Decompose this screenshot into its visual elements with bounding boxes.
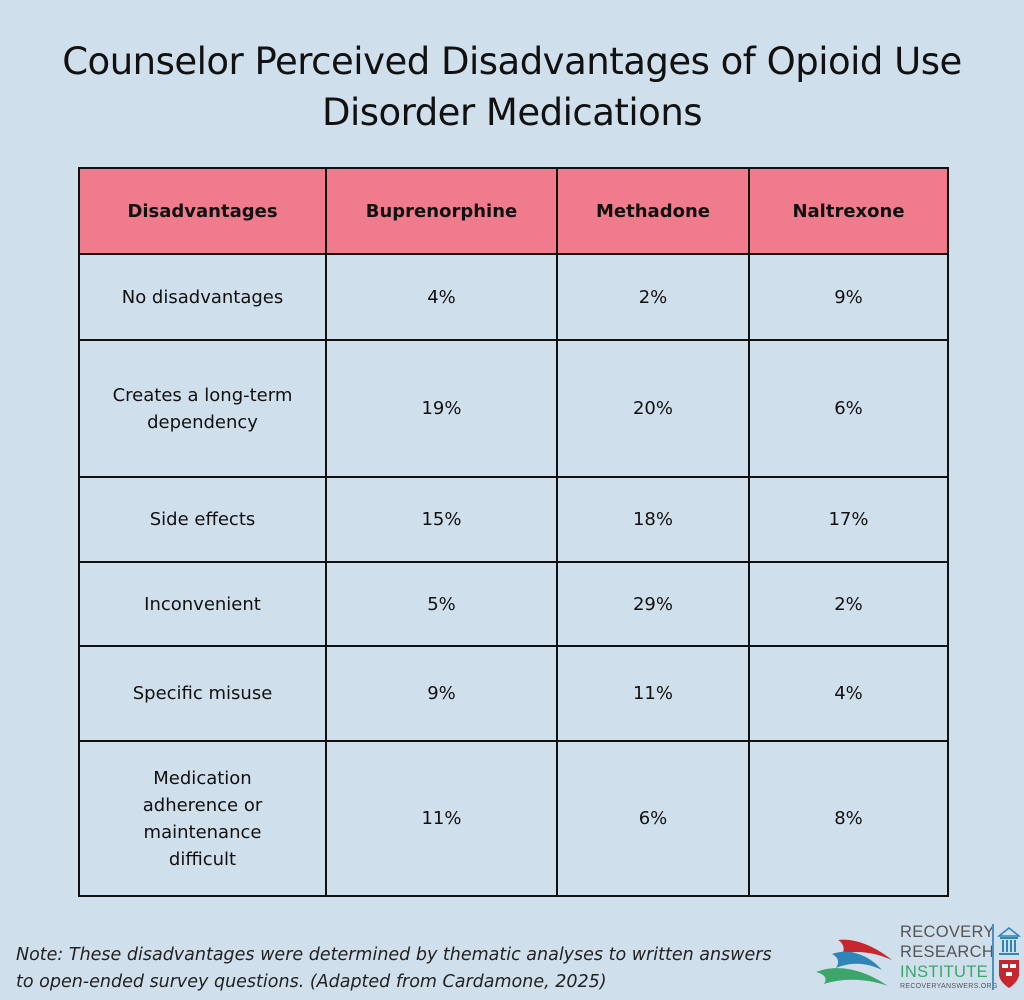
- logo-line-2: RESEARCH: [900, 943, 995, 961]
- cell-buprenorphine: 19%: [325, 339, 558, 478]
- logo-swoosh-icon: [816, 939, 892, 986]
- table-row: Medication adherence or maintenance diff…: [78, 740, 949, 897]
- row-label: Medication adherence or maintenance diff…: [78, 740, 327, 897]
- cell-buprenorphine: 5%: [325, 561, 558, 647]
- table-row: Side effects 15% 18% 17%: [78, 476, 949, 563]
- cell-methadone: 18%: [556, 476, 750, 563]
- cell-methadone: 6%: [556, 740, 750, 897]
- hospital-building-shield-icon: [996, 927, 1022, 988]
- footnote: Note: These disadvantages were determine…: [16, 942, 816, 996]
- logo-line-3: INSTITUTE: [900, 963, 988, 981]
- footnote-line-1: Note: These disadvantages were determine…: [16, 945, 772, 965]
- table-row: Creates a long-term dependency 19% 20% 6…: [78, 339, 949, 478]
- cell-naltrexone: 4%: [748, 645, 949, 742]
- row-label: Side effects: [78, 476, 327, 563]
- footnote-line-2: to open-ended survey questions. (Adapted…: [16, 972, 607, 992]
- cell-methadone: 20%: [556, 339, 750, 478]
- cell-methadone: 29%: [556, 561, 750, 647]
- table-row: Inconvenient 5% 29% 2%: [78, 561, 949, 647]
- title-line-2: Disorder Medications: [321, 91, 703, 134]
- table-row: No disadvantages 4% 2% 9%: [78, 253, 949, 341]
- page-title: Counselor Perceived Disadvantages of Opi…: [0, 36, 1024, 138]
- cell-buprenorphine: 15%: [325, 476, 558, 563]
- cell-methadone: 11%: [556, 645, 750, 742]
- header-row: Disadvantages Buprenorphine Methadone Na…: [78, 167, 949, 255]
- logo-line-1: RECOVERY: [900, 923, 995, 941]
- cell-naltrexone: 6%: [748, 339, 949, 478]
- cell-naltrexone: 17%: [748, 476, 949, 563]
- row-label: Creates a long-term dependency: [78, 339, 327, 478]
- cell-naltrexone: 9%: [748, 253, 949, 341]
- logo-divider: [992, 924, 994, 990]
- cell-buprenorphine: 9%: [325, 645, 558, 742]
- logo-wordmark: RECOVERY RESEARCH INSTITUTE: [900, 922, 995, 982]
- cell-buprenorphine: 11%: [325, 740, 558, 897]
- cell-buprenorphine: 4%: [325, 253, 558, 341]
- recovery-research-institute-logo: RECOVERY RESEARCH INSTITUTE RECOVERYANSW…: [812, 920, 1024, 1000]
- cell-naltrexone: 2%: [748, 561, 949, 647]
- row-label: Inconvenient: [78, 561, 327, 647]
- row-label: No disadvantages: [78, 253, 327, 341]
- header-naltrexone: Naltrexone: [748, 167, 949, 255]
- header-disadvantages: Disadvantages: [78, 167, 327, 255]
- title-line-1: Counselor Perceived Disadvantages of Opi…: [62, 40, 962, 83]
- table-row: Specific misuse 9% 11% 4%: [78, 645, 949, 742]
- logo-url: RECOVERYANSWERS.ORG: [900, 983, 998, 990]
- row-label: Specific misuse: [78, 645, 327, 742]
- header-methadone: Methadone: [556, 167, 750, 255]
- cell-naltrexone: 8%: [748, 740, 949, 897]
- data-table: Disadvantages Buprenorphine Methadone Na…: [78, 167, 949, 897]
- header-buprenorphine: Buprenorphine: [325, 167, 558, 255]
- cell-methadone: 2%: [556, 253, 750, 341]
